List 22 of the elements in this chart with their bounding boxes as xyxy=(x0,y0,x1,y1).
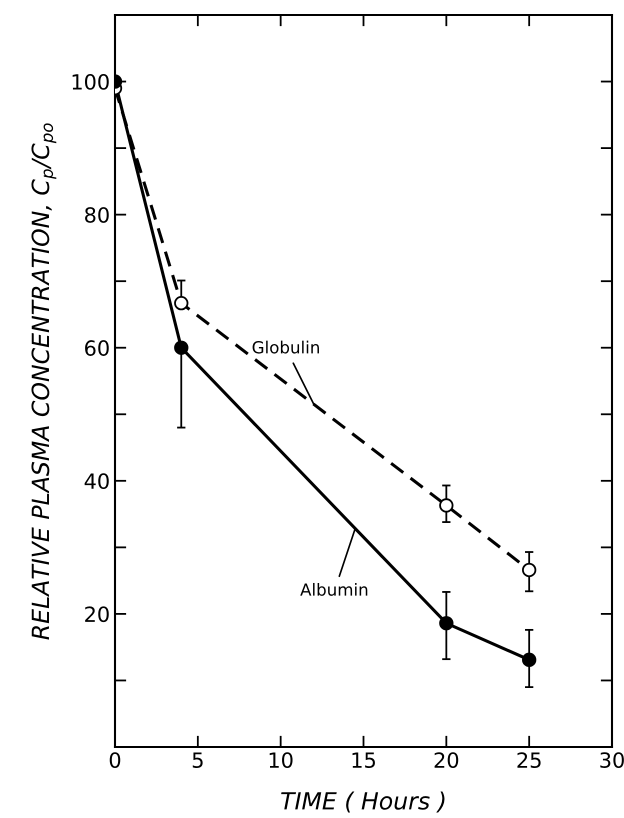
x-tick-label: 15 xyxy=(352,752,375,768)
point xyxy=(522,562,536,578)
point xyxy=(174,296,188,310)
point xyxy=(439,616,454,630)
point xyxy=(174,340,188,355)
x-tick-label: 30 xyxy=(600,752,624,768)
series-label: Globulin xyxy=(252,340,319,354)
x-tick-label: 5 xyxy=(192,752,203,768)
x-tick-label: 25 xyxy=(517,752,541,768)
x-tick-label: 10 xyxy=(270,752,293,768)
y-tick-label: 80 xyxy=(85,207,109,223)
point xyxy=(522,652,536,667)
y-tick-label: 60 xyxy=(85,340,109,356)
series-label: Albumin xyxy=(300,582,368,596)
x-axis-title: TIME ( Hours ) xyxy=(281,791,444,813)
x-tick-label: 0 xyxy=(110,752,120,768)
point xyxy=(439,498,454,513)
y-tick-label: 40 xyxy=(84,473,109,490)
y-tick-label: 100 xyxy=(72,74,109,90)
y-tick-label: 20 xyxy=(85,606,109,622)
x-tick-label: 20 xyxy=(434,752,458,768)
y-axis-title: RELATIVE PLASMA CONCENTRATION, C$_{p}$/C$_{po}$ xyxy=(31,123,56,640)
